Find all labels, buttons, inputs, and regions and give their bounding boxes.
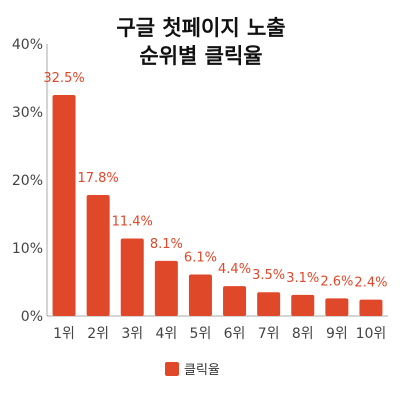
data-label: 6.1% [184, 251, 217, 266]
bars [52, 95, 383, 316]
chart-title-line-2: 순위별 클릭율 [139, 44, 262, 68]
y-axis-ticks: 0% 10% 20% 30% 40% [12, 37, 43, 325]
x-tick-label: 3위 [121, 326, 143, 342]
data-label: 2.6% [320, 274, 353, 289]
x-tick-label: 7위 [258, 326, 280, 342]
data-label: 11.4% [112, 214, 153, 229]
legend-swatch [165, 362, 179, 376]
data-label: 2.4% [354, 276, 387, 291]
x-tick-label: 2위 [87, 326, 109, 342]
y-tick-label: 30% [12, 105, 43, 121]
x-tick-label: 6위 [224, 326, 246, 342]
data-label: 8.1% [150, 237, 183, 252]
x-tick-label: 10위 [356, 326, 387, 342]
x-tick-label: 5위 [190, 326, 212, 342]
bar-4위 [154, 260, 178, 316]
bar-5위 [188, 274, 212, 316]
legend-label: 클릭율 [184, 363, 220, 378]
data-label: 3.5% [252, 268, 285, 283]
bar-6위 [223, 286, 247, 316]
bar-8위 [291, 294, 315, 316]
y-tick-label: 20% [12, 173, 43, 189]
bar-3위 [120, 238, 144, 316]
x-tick-label: 1위 [53, 326, 75, 342]
x-tick-label: 4위 [155, 326, 177, 342]
data-labels: 32.5% 17.8% 11.4% 8.1%6.1%4.4% 3.5% 3.1% 2.6% 2… [43, 71, 387, 291]
data-label: 17.8% [77, 171, 118, 186]
bar-2위 [86, 194, 110, 316]
title-background [99, 14, 303, 42]
title-background-2 [118, 42, 284, 70]
data-label: 32.5% [43, 71, 84, 86]
bar-1위 [52, 95, 76, 316]
x-tick-label: 8위 [292, 326, 314, 342]
bar-9위 [325, 298, 349, 316]
bar-7위 [257, 292, 281, 316]
y-tick-label: 0% [21, 309, 43, 325]
x-tick-label: 9위 [326, 326, 348, 342]
bar-10위 [359, 299, 383, 316]
data-label: 4.4% [218, 262, 251, 277]
x-axis-labels: 1위 2위 3위 4위 5위 6위 7위 8위 9위 10위 [53, 326, 386, 342]
y-tick-label: 40% [12, 37, 43, 53]
chart-title-line-1: 구글 첫페이지 노출 [116, 16, 285, 40]
y-tick-label: 10% [12, 241, 43, 257]
data-label: 3.1% [286, 271, 319, 286]
